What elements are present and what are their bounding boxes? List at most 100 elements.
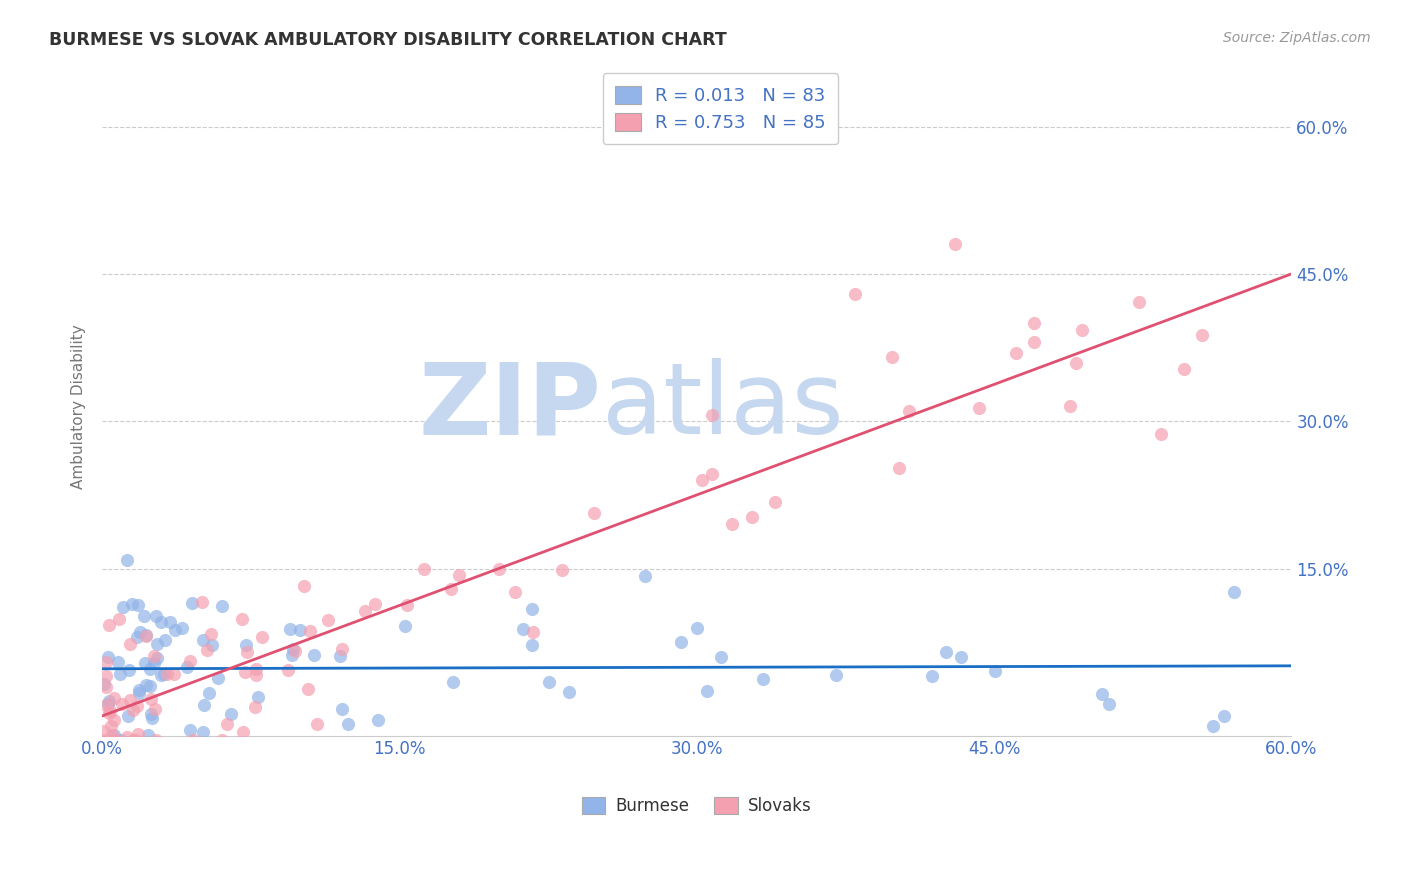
Point [686,621,709,635]
Point [441,674,464,689]
Point [98,704,121,718]
Point [94,733,117,747]
Text: BURMESE VS SLOVAK AMBULATORY DISABILITY CORRELATION CHART: BURMESE VS SLOVAK AMBULATORY DISABILITY … [49,31,727,49]
Point [1024,334,1046,349]
Point [207,671,229,685]
Point [200,626,222,640]
Point [247,690,270,705]
Point [1191,327,1213,342]
Point [316,614,339,628]
Point [364,597,387,611]
Point [700,408,723,422]
Point [1091,687,1114,701]
Point [103,728,125,742]
Point [170,621,193,635]
Point [394,618,416,632]
Point [305,717,328,731]
Point [233,665,256,679]
Text: ZIP: ZIP [419,358,602,455]
Point [413,562,436,576]
Point [125,630,148,644]
Point [111,599,134,614]
Point [103,733,125,747]
Point [201,638,224,652]
Point [984,664,1007,678]
Point [104,733,127,747]
Point [93,677,115,691]
Point [898,404,921,418]
Point [142,649,165,664]
Point [824,667,846,681]
Point [97,697,120,711]
Point [101,727,124,741]
Point [191,633,214,648]
Point [136,728,159,742]
Point [183,733,205,747]
Point [243,700,266,714]
Point [94,698,117,713]
Point [221,707,243,722]
Point [139,707,162,722]
Point [634,569,657,583]
Point [100,718,122,732]
Point [669,634,692,648]
Point [115,731,138,745]
Point [94,656,117,670]
Point [250,630,273,644]
Point [550,563,572,577]
Point [969,401,991,415]
Point [935,645,957,659]
Point [94,680,117,694]
Point [128,686,150,700]
Point [281,648,304,662]
Point [292,579,315,593]
Point [134,657,156,671]
Point [195,643,218,657]
Point [141,711,163,725]
Point [122,703,145,717]
Point [96,669,118,683]
Point [146,651,169,665]
Point [700,467,723,481]
Point [522,625,544,640]
Point [245,662,267,676]
Point [179,723,201,737]
Point [1213,709,1236,723]
Point [149,668,172,682]
Point [558,684,581,698]
Point [880,350,903,364]
Point [696,684,718,698]
Point [97,706,120,720]
Point [690,473,713,487]
Point [763,494,786,508]
Point [127,599,149,613]
Point [146,637,169,651]
Point [520,638,543,652]
Point [710,650,733,665]
Point [191,725,214,739]
Point [299,624,322,638]
Point [889,461,911,475]
Point [129,625,152,640]
Point [1128,295,1150,310]
Point [110,733,132,747]
Point [118,693,141,707]
Point [721,516,744,531]
Point [943,237,966,252]
Point [215,716,238,731]
Point [1059,399,1081,413]
Point [139,662,162,676]
Point [537,675,560,690]
Point [520,602,543,616]
Point [103,713,125,727]
Point [1173,361,1195,376]
Point [211,733,233,747]
Point [1223,584,1246,599]
Point [1064,356,1087,370]
Point [488,562,510,576]
Point [278,623,301,637]
Point [844,286,866,301]
Point [128,682,150,697]
Point [1150,426,1173,441]
Point [440,582,463,597]
